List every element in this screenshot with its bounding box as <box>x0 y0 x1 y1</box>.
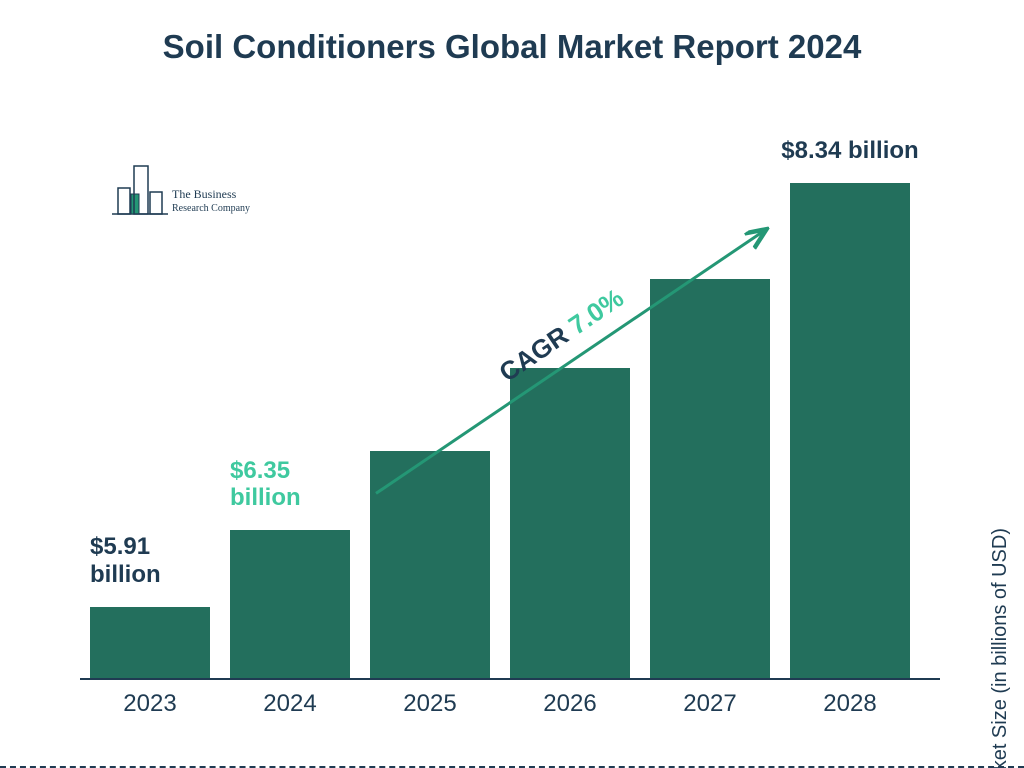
value-label: $6.35billion <box>230 457 350 512</box>
cagr-arrow <box>80 120 930 680</box>
chart-title: Soil Conditioners Global Market Report 2… <box>0 28 1024 66</box>
x-tick-label: 2028 <box>790 690 910 718</box>
x-tick-label: 2023 <box>90 690 210 718</box>
x-tick-label: 2026 <box>510 690 630 718</box>
chart-container: Soil Conditioners Global Market Report 2… <box>0 0 1024 768</box>
x-tick-label: 2027 <box>650 690 770 718</box>
bar-chart: CAGR 7.0% <box>80 120 930 680</box>
x-tick-label: 2024 <box>230 690 350 718</box>
value-label: $8.34 billion <box>760 137 940 165</box>
x-tick-label: 2025 <box>370 690 490 718</box>
y-axis-label: Market Size (in billions of USD) <box>989 528 1012 768</box>
value-label: $5.91billion <box>90 533 210 588</box>
